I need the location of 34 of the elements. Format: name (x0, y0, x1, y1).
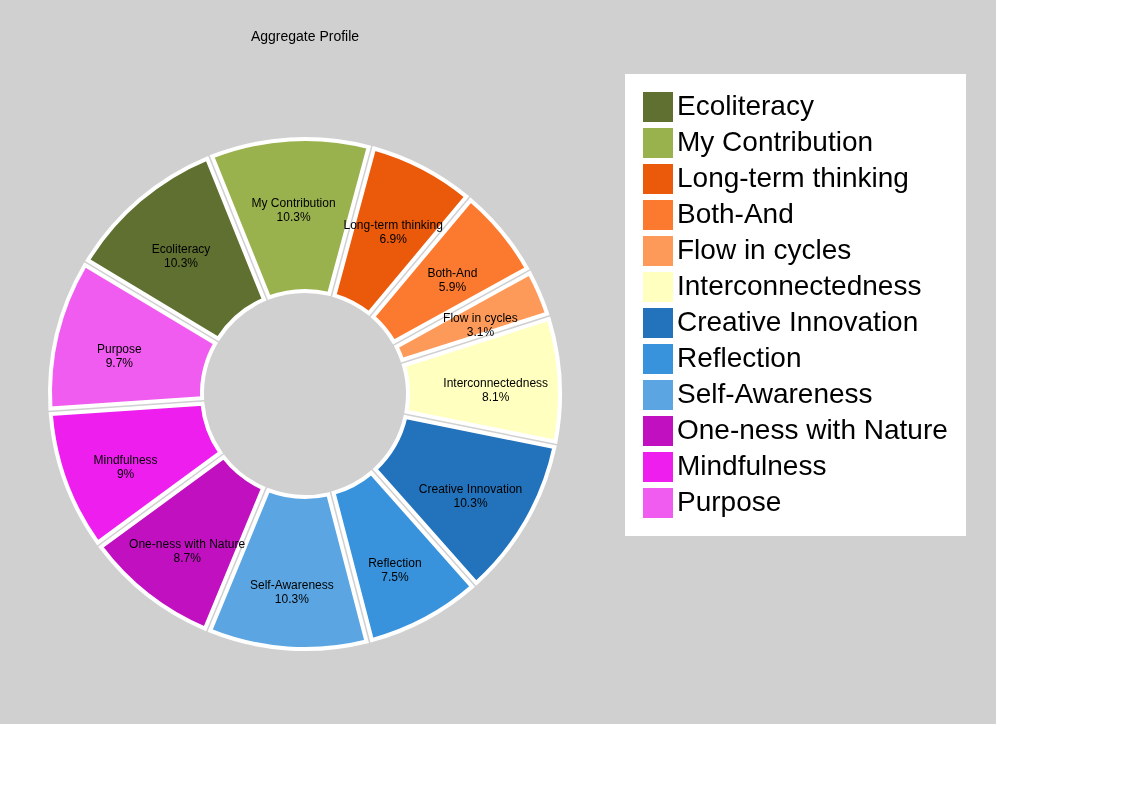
slice-label: Self-Awareness (249, 577, 334, 592)
data-label: 6.9% (379, 231, 408, 246)
data-label: 8.7% (173, 551, 202, 566)
slice-label: Purpose (96, 342, 142, 357)
legend-label: Self-Awareness (677, 378, 873, 409)
data-label: 9% (116, 466, 135, 481)
data-label: 3.1% (466, 325, 495, 340)
data-label: 9.7% (105, 356, 134, 371)
data-label: 10.3% (276, 210, 311, 225)
slice-label: Reflection (368, 555, 422, 570)
data-label: 8.1% (482, 390, 510, 405)
chart-title: Aggregate Profile (250, 28, 360, 44)
slice-label: My Contribution (251, 196, 336, 211)
slice-label: Both-And (427, 265, 478, 280)
legend-label: My Contribution (677, 126, 874, 157)
legend-label: Long-term thinking (677, 162, 909, 193)
legend-label: Mindfulness (677, 450, 827, 481)
slice-label: Ecoliteracy (151, 241, 211, 256)
legend-label: Purpose (677, 486, 782, 517)
legend-label: Reflection (677, 342, 802, 373)
slice-label: Interconnectedness (443, 376, 549, 391)
data-label: 10.3% (163, 255, 199, 270)
data-label: 10.3% (274, 591, 310, 606)
data-label: 5.9% (438, 279, 467, 294)
legend-label: Interconnectedness (677, 270, 922, 301)
legend-label: Flow in cycles (677, 234, 852, 265)
legend-label: Ecoliteracy (677, 90, 814, 121)
legend-label: One-ness with Nature (677, 414, 948, 445)
slice-label: Mindfulness (93, 452, 158, 467)
data-label: 10.3% (453, 496, 488, 511)
data-label: 7.5% (381, 569, 409, 584)
slice-label: Creative Innovation (418, 482, 523, 497)
legend-label: Creative Innovation (677, 306, 919, 337)
legend-label: Both-And (677, 198, 794, 229)
